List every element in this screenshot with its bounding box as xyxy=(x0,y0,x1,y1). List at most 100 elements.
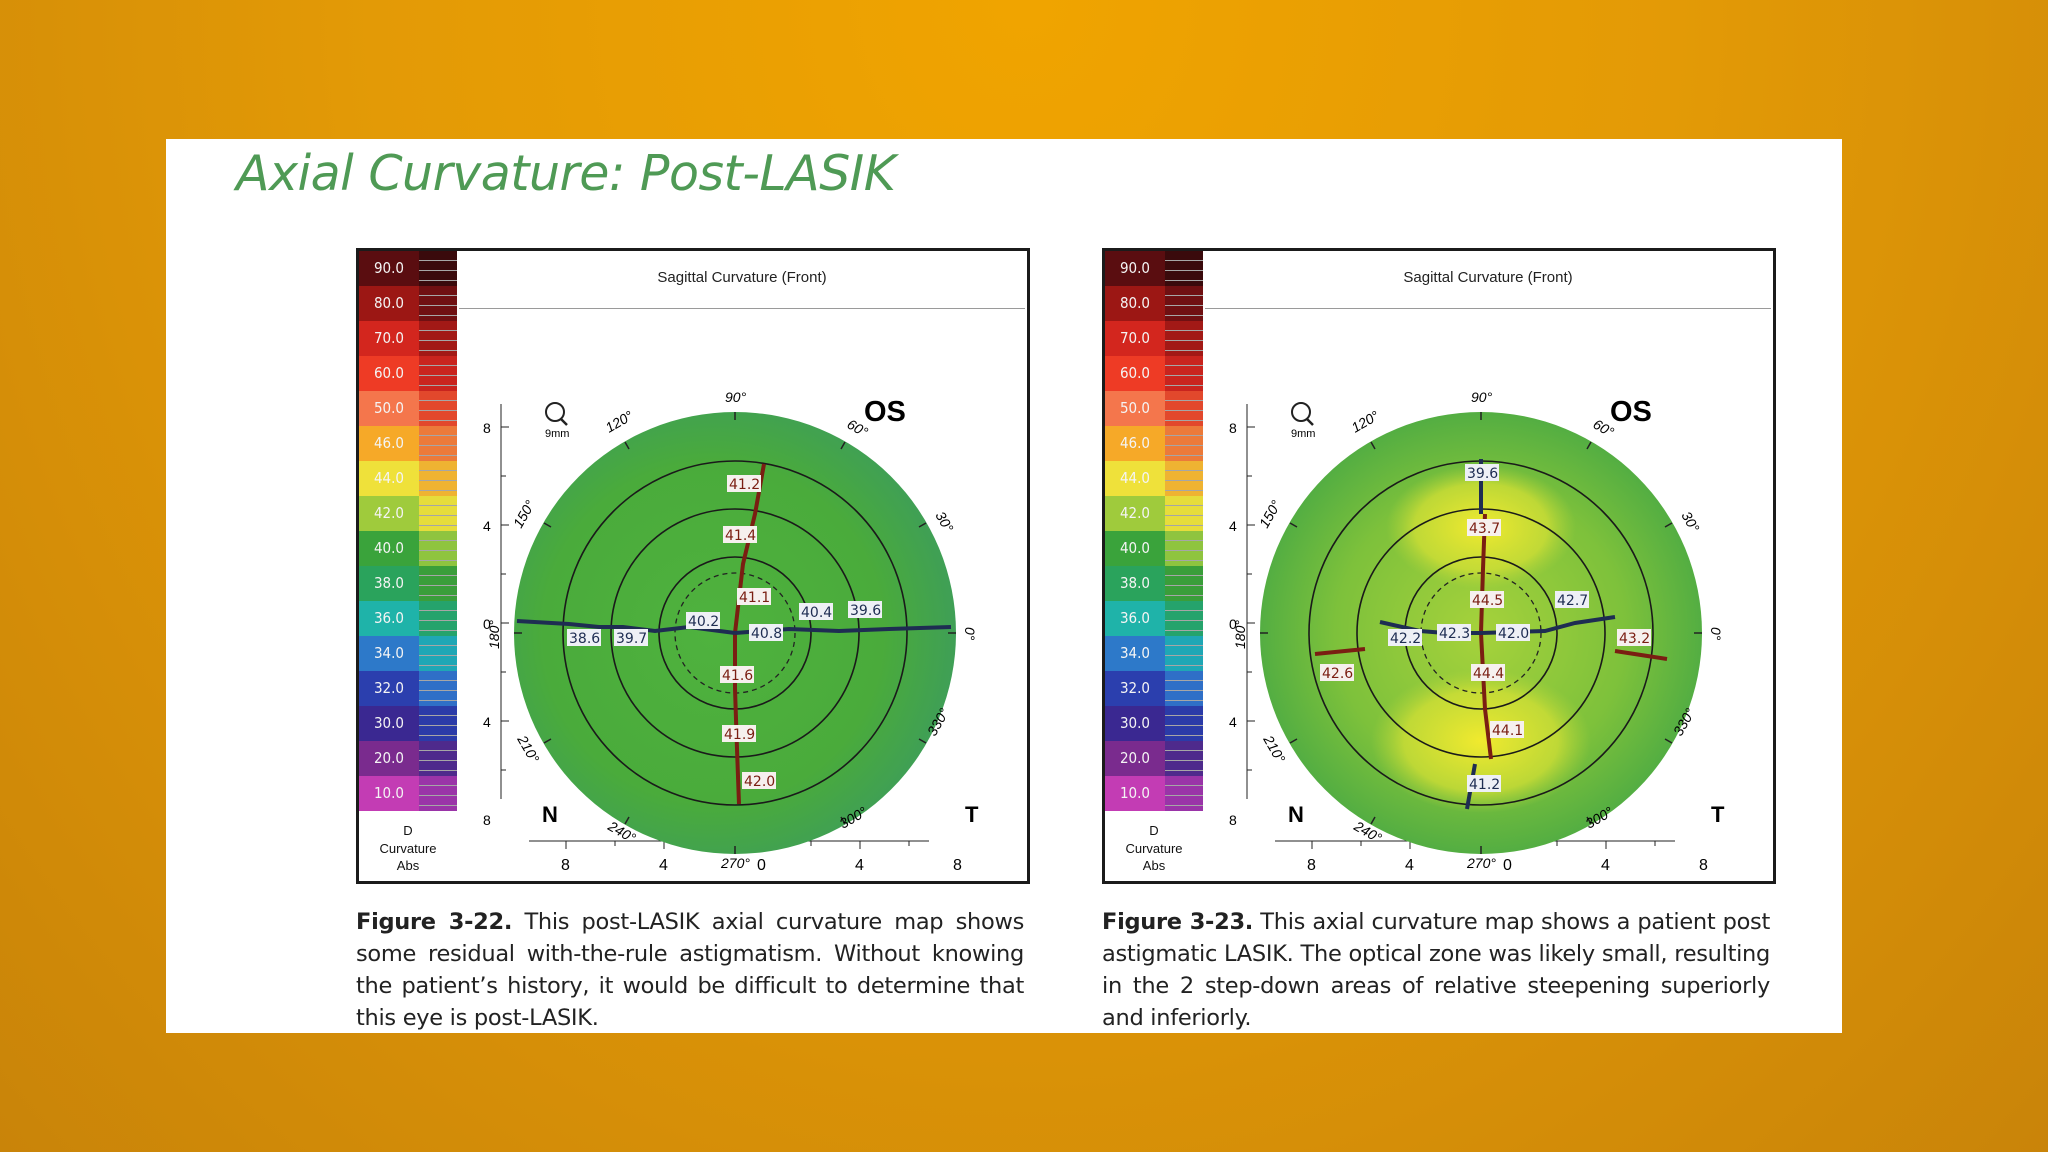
angle-label: 90° xyxy=(1471,389,1493,405)
y-tick: 8 xyxy=(483,420,491,436)
scale-cell: 20.0 xyxy=(359,741,419,776)
scale-stripe xyxy=(419,706,457,741)
value-label: 44.4 xyxy=(1473,666,1504,682)
scale-mode: Abs xyxy=(1142,858,1166,873)
caption-text: This post-LASIK axial curvature map show… xyxy=(356,908,1024,1031)
scale-cell: 60.0 xyxy=(1105,356,1165,391)
value-label: 42.0 xyxy=(1498,626,1529,642)
y-tick: 4 xyxy=(1229,714,1237,730)
angle-label: 180° xyxy=(1232,620,1248,649)
scale-cell: 34.0 xyxy=(359,636,419,671)
scale-cell: 40.0 xyxy=(359,531,419,566)
scale-stripe xyxy=(1165,671,1203,706)
scale-stripe xyxy=(419,286,457,321)
scale-cell: 40.0 xyxy=(1105,531,1165,566)
figure-3-22: 90.0 80.0 70.0 60.0 50.0 46.0 44.0 42.0 40.0 38.0… xyxy=(356,248,1030,884)
caption-label: Figure 3-22. xyxy=(356,908,513,935)
scale-stripe xyxy=(1165,251,1203,286)
y-tick: 8 xyxy=(483,812,491,828)
scale-stripe xyxy=(419,461,457,496)
scale-cell: 38.0 xyxy=(1105,566,1165,601)
scale-stripe xyxy=(1165,706,1203,741)
value-label: 41.1 xyxy=(739,590,770,606)
scale-cell: 46.0 xyxy=(1105,426,1165,461)
scale-mode: Abs xyxy=(396,858,420,873)
curvature-map: 8 4 0 4 8 8 4 0 4 8 9mm OS N T xyxy=(1229,389,1725,874)
angle-label: 30° xyxy=(932,509,957,536)
x-tick: 8 xyxy=(1307,857,1316,874)
value-label: 42.2 xyxy=(1390,631,1421,647)
temporal-label: T xyxy=(965,802,979,827)
scale-cell: 10.0 xyxy=(1105,776,1165,811)
scale-cell: 44.0 xyxy=(1105,461,1165,496)
scale-cell: 38.0 xyxy=(359,566,419,601)
x-tick: 8 xyxy=(953,857,962,874)
scale-cell: 30.0 xyxy=(1105,706,1165,741)
scale-stripe xyxy=(419,601,457,636)
x-tick: 8 xyxy=(561,857,570,874)
scale-stripe xyxy=(419,776,457,811)
value-label: 42.7 xyxy=(1557,593,1588,609)
angle-label: 150° xyxy=(510,497,539,530)
scale-stripe xyxy=(1165,391,1203,426)
scale-stripe xyxy=(1165,286,1203,321)
scale-cell: 20.0 xyxy=(1105,741,1165,776)
value-label: 41.9 xyxy=(724,727,755,743)
scale-cell: 90.0 xyxy=(359,251,419,286)
value-label: 40.4 xyxy=(801,605,832,621)
y-tick: 4 xyxy=(483,518,491,534)
value-label: 41.6 xyxy=(722,668,753,684)
eye-label: OS xyxy=(864,396,906,428)
steep-meridian xyxy=(1314,647,1366,656)
angle-label: 150° xyxy=(1256,497,1285,530)
angle-label: 30° xyxy=(1678,509,1703,536)
scale-cell: 32.0 xyxy=(1105,671,1165,706)
scale-cell: 30.0 xyxy=(359,706,419,741)
value-label: 41.4 xyxy=(725,528,756,544)
caption-label: Figure 3-23. xyxy=(1102,908,1254,935)
curvature-map: 8 4 0 4 8 8 4 0 4 8 9mm xyxy=(483,389,979,874)
scale-cell: 36.0 xyxy=(359,601,419,636)
value-label: 39.6 xyxy=(1467,466,1498,482)
angle-label: 90° xyxy=(725,389,747,405)
scale-unit: D xyxy=(1149,823,1159,838)
value-label: 41.2 xyxy=(1469,777,1500,793)
y-tick: 8 xyxy=(1229,812,1237,828)
angle-label: 270° xyxy=(720,855,750,871)
x-tick: 0 xyxy=(1503,857,1512,874)
map-header: Sagittal Curvature (Front) xyxy=(1403,269,1573,286)
scale-cell: 46.0 xyxy=(359,426,419,461)
scale-cell: 34.0 xyxy=(1105,636,1165,671)
figure-3-23: 90.0 80.0 70.0 60.0 50.0 46.0 44.0 42.0 40.0 38.0… xyxy=(1102,248,1776,884)
y-tick: 4 xyxy=(1229,518,1237,534)
scale-stripe xyxy=(419,671,457,706)
scale-stripe xyxy=(1165,776,1203,811)
value-label: 41.2 xyxy=(729,477,760,493)
value-label: 42.6 xyxy=(1322,666,1353,682)
scale-caption: Curvature xyxy=(1125,841,1183,856)
scale-stripe xyxy=(1165,496,1203,531)
scale-stripe xyxy=(419,636,457,671)
scale-stripe xyxy=(1165,426,1203,461)
scale-stripe xyxy=(419,496,457,531)
temporal-label: T xyxy=(1711,802,1725,827)
scale-stripe xyxy=(1165,601,1203,636)
scale-stripe xyxy=(419,426,457,461)
x-tick: 8 xyxy=(1699,857,1708,874)
scale-unit: D xyxy=(403,823,413,838)
value-label: 43.7 xyxy=(1469,521,1500,537)
scale-cell: 36.0 xyxy=(1105,601,1165,636)
value-label: 43.2 xyxy=(1619,631,1650,647)
scale-stripe xyxy=(1165,321,1203,356)
zoom-icon[interactable] xyxy=(545,402,568,426)
scale-stripe xyxy=(419,356,457,391)
angle-label: 210° xyxy=(514,732,543,766)
scale-stripe xyxy=(419,741,457,776)
caption-text: This axial curvature map shows a patient… xyxy=(1102,908,1770,1031)
scale-cell: 60.0 xyxy=(359,356,419,391)
value-label: 42.0 xyxy=(744,774,775,790)
steep-meridian xyxy=(1614,649,1668,661)
y-tick: 8 xyxy=(1229,420,1237,436)
angle-label: 120° xyxy=(1349,407,1382,436)
zoom-icon[interactable] xyxy=(1291,402,1314,426)
